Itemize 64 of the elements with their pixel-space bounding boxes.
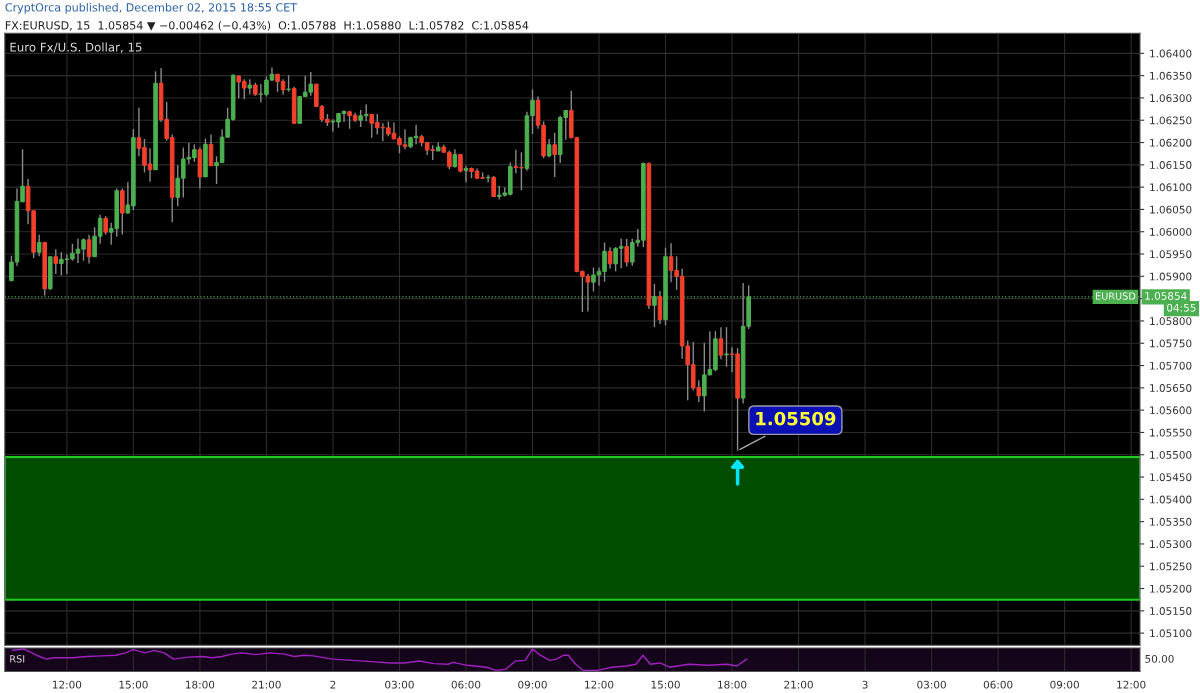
- candlestick: [607, 246, 613, 270]
- y-tick-label: 1.05550: [1150, 428, 1192, 437]
- x-tick-label: 12:00: [53, 680, 82, 689]
- y-tick-label: 1.05650: [1150, 384, 1192, 392]
- candlestick: [36, 234, 42, 257]
- x-tick-label: 21:00: [252, 680, 281, 689]
- text: 1.05854: [1145, 292, 1187, 300]
- text: RSI: [10, 655, 25, 663]
- x-tick-label: 21:00: [784, 680, 813, 689]
- x-tick-label: 2: [330, 680, 336, 689]
- x-tick-label: 15:00: [119, 680, 148, 689]
- candlestick: [624, 238, 630, 268]
- text: Euro Fx/U.S. Dollar, 15: [10, 42, 142, 53]
- x-tick-label: 18:00: [186, 680, 215, 689]
- candlestick: [86, 234, 92, 265]
- y-tick-label: 1.05900: [1150, 272, 1192, 281]
- x-tick-label: 03:00: [385, 680, 414, 689]
- candlestick: [724, 326, 729, 368]
- x-tick-label: 09:00: [518, 680, 547, 689]
- y-tick-label: 1.05450: [1150, 473, 1192, 482]
- y-tick-label: 1.05350: [1150, 517, 1192, 526]
- candlestick: [103, 215, 108, 236]
- x-tick-label: 09:00: [1050, 680, 1079, 689]
- y-tick-label: 1.05500: [1150, 450, 1192, 459]
- candlestick: [491, 175, 496, 198]
- candlestick: [120, 187, 125, 236]
- x-tick-label: 12:00: [1117, 680, 1146, 689]
- candlestick: [53, 248, 59, 275]
- y-tick-label: 1.05100: [1150, 629, 1192, 638]
- y-tick-label: 1.05700: [1150, 361, 1192, 370]
- y-tick-label: 1.05400: [1150, 495, 1192, 504]
- y-tick-label: 1.06400: [1150, 49, 1192, 58]
- x-tick-label: 3: [862, 680, 868, 689]
- text: CryptOrca published, December 02, 2015 18:55 CET: [5, 2, 298, 14]
- ref-line-label: EURUSD: [1096, 292, 1136, 300]
- y-tick-label: 1.05800: [1150, 317, 1192, 326]
- chart-subtitle: FX:EURUSD, 15 1.05854 ▼ −0.00462 (−0.43%) O:1.05788 H:1.05880 L:1.05782 C:1.05854: [5, 20, 529, 31]
- candlestick: [552, 132, 557, 178]
- y-tick-label: 1.05750: [1150, 339, 1192, 348]
- x-tick-label: 15:00: [651, 680, 680, 689]
- y-tick-label: 1.05950: [1150, 250, 1192, 259]
- x-tick-label: 18:00: [718, 680, 747, 689]
- y-tick-label: 1.06350: [1150, 71, 1192, 80]
- x-tick-label: 06:00: [983, 680, 1013, 689]
- x-tick-label: 06:00: [451, 680, 481, 689]
- y-tick-label: 1.05250: [1150, 562, 1192, 571]
- y-tick-label: 1.06150: [1150, 161, 1192, 169]
- annotation: 1.05509: [756, 411, 836, 426]
- y-tick-label: 1.05200: [1150, 584, 1192, 593]
- y-tick-label: 1.06200: [1150, 138, 1192, 147]
- y-tick-label: 1.06100: [1150, 183, 1192, 192]
- y-tick-label: 1.06250: [1150, 116, 1192, 125]
- candlestick: [452, 148, 458, 169]
- y-tick-label: 1.05150: [1150, 607, 1192, 615]
- text: 50.00: [1145, 654, 1174, 663]
- text: 04:55: [1167, 303, 1196, 312]
- y-tick-label: 1.05300: [1150, 540, 1192, 549]
- x-tick-label: 03:00: [917, 680, 946, 689]
- y-tick-label: 1.05600: [1150, 406, 1192, 415]
- y-tick-label: 1.06050: [1150, 205, 1192, 214]
- candlestick: [718, 326, 724, 360]
- x-tick-label: 12:00: [585, 680, 614, 689]
- y-tick-label: 1.06000: [1150, 227, 1192, 236]
- y-tick-label: 1.06300: [1150, 94, 1192, 103]
